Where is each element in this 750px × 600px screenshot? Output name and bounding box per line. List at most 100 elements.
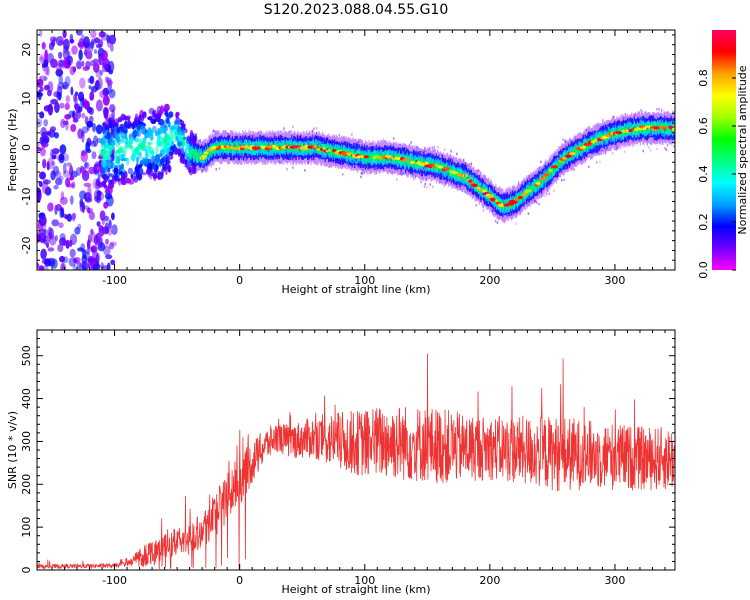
spectrogram-halo-cell (355, 158, 358, 162)
spectrogram-noise-blob (87, 185, 92, 198)
spectrogram-halo-cell (207, 154, 209, 158)
spectrogram-ridge-cell (652, 122, 655, 130)
spectrogram-halo-cell (640, 108, 642, 112)
spectrogram-noise-blob (53, 170, 62, 179)
spectrogram-cell (180, 151, 186, 159)
spectrogram-halo-cell (191, 157, 193, 160)
spectrogram-cell (126, 157, 130, 166)
spectrogram-peak-cell (322, 146, 326, 150)
spectrogram-noise-blob (108, 34, 117, 45)
spectrogram-cell (111, 179, 117, 184)
spectrogram-cell (160, 157, 165, 166)
spectrogram-ridge-cell (571, 151, 573, 160)
spectrogram-ridge-cell (631, 124, 633, 133)
spectrogram-y-tick-label: 20 (20, 43, 33, 57)
spectrogram-noise-blob (90, 228, 94, 235)
spectrogram-halo-cell (610, 134, 613, 137)
spectrogram-halo-cell (293, 154, 296, 158)
spectrogram-ridge-cell (521, 191, 523, 200)
spectrogram-peak-cell (568, 151, 577, 156)
spectrogram-ridge-cell (645, 125, 648, 134)
spectrogram-halo-cell (512, 197, 514, 201)
spectrogram-halo-cell (601, 148, 603, 152)
spectrogram-noise-blob (90, 245, 98, 253)
spectrogram-ridge-cell (436, 164, 438, 173)
spectrogram-cell (100, 137, 106, 146)
spectrogram-halo-cell (412, 178, 415, 181)
spectrogram-halo-cell (255, 143, 257, 146)
spectrogram-peak-cell (211, 145, 217, 149)
spectrogram-ridge-cell (430, 159, 432, 168)
spectrogram-ridge-cell (356, 150, 359, 158)
spectrogram-noise-blob (65, 58, 71, 69)
spectrogram-noise-blob (62, 120, 69, 125)
spectrogram-noise-blob (73, 256, 81, 264)
spectrogram-noise-blob (41, 182, 49, 194)
spectrogram-halo-cell (228, 144, 231, 147)
spectrogram-ridge-cell (333, 149, 335, 157)
spectrogram-cell (132, 129, 138, 139)
spectrogram-halo-cell (485, 178, 488, 181)
spectrogram-ridge-cell (378, 151, 381, 160)
spectrogram-cell (115, 142, 120, 148)
spectrogram-halo-cell (656, 147, 658, 151)
spectrogram-cell (148, 146, 151, 152)
spectrogram-halo-cell (396, 178, 398, 181)
spectrogram-noise-blob (57, 244, 64, 253)
spectrogram-halo-cell (648, 146, 650, 149)
spectrogram-noise-blob (37, 142, 40, 148)
spectrogram-noise-blob (62, 30, 67, 39)
spectrogram-halo-cell (650, 117, 652, 120)
spectrogram-halo-cell (360, 172, 363, 175)
spectrogram-halo-cell (357, 140, 360, 144)
spectrogram-halo-cell (285, 142, 287, 146)
spectrogram-halo-cell (502, 193, 505, 196)
spectrogram-halo-cell (483, 174, 485, 178)
spectrogram-ridge-cell (656, 122, 658, 130)
spectrogram-halo-cell (478, 169, 480, 172)
spectrogram-halo-cell (612, 132, 615, 135)
spectrogram-halo-cell (347, 143, 349, 146)
spectrogram-peak-cell (434, 163, 438, 167)
spectrogram-ridge-cell (198, 151, 200, 159)
spectrogram-noise-blob (81, 254, 88, 264)
spectrogram-noise-blob (93, 189, 102, 201)
spectrogram-cell (147, 162, 153, 170)
spectrogram-noise-blob (39, 111, 45, 119)
spectrogram-cell (165, 159, 171, 165)
spectrogram-ridge-cell (492, 193, 494, 202)
spectrogram-noise-blob (58, 175, 64, 181)
spectrogram-halo-cell (361, 169, 364, 172)
spectrogram-noise-blob (83, 161, 90, 170)
spectrogram-ridge-cell (623, 125, 625, 134)
spectrogram-halo-cell (319, 156, 321, 159)
spectrogram-cell (115, 136, 121, 143)
spectrogram-cell (120, 163, 124, 170)
spectrogram-peak-cell (562, 156, 567, 160)
spectrogram-cell (130, 154, 134, 160)
spectrogram-noise-blob (110, 241, 118, 247)
spectrogram-noise-blob (95, 43, 102, 49)
spectrogram-noise-blob (52, 165, 60, 176)
spectrogram-halo-cell (458, 182, 460, 186)
spectrogram-halo-cell (213, 137, 215, 141)
spectrogram-ridge-cell (486, 188, 488, 196)
spectrogram-noise-blob (81, 112, 86, 119)
colorbar-tick-label-1: 0.2 (697, 213, 710, 231)
spectrogram-halo-cell (448, 159, 450, 163)
spectrogram-noise-blob (88, 211, 95, 221)
spectrogram-cell (136, 173, 143, 179)
spectrogram-noise-blob (106, 37, 112, 48)
spectrogram-noise-blob (76, 262, 82, 270)
spectrogram-peak-cell (450, 171, 459, 175)
spectrogram-ridge-cell (193, 151, 195, 160)
spectrogram-noise-blob (90, 30, 97, 39)
spectrogram-halo-cell (360, 161, 362, 164)
spectrogram-halo-cell (478, 178, 481, 181)
spectrogram-cell (101, 158, 107, 168)
spectrogram-halo-cell (658, 107, 660, 111)
spectrogram-peak-cell (356, 155, 365, 159)
spectrogram-cell (100, 143, 106, 149)
spectrogram-cell (116, 178, 121, 182)
spectrogram-halo-cell (491, 209, 493, 213)
